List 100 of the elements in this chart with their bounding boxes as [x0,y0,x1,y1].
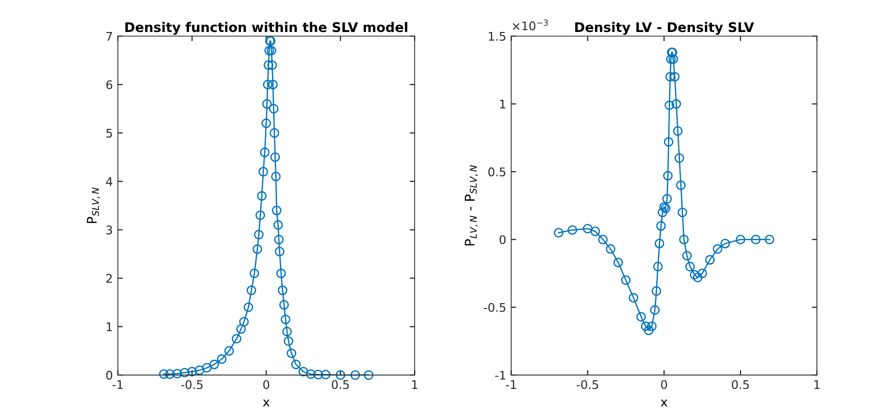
point [274,234,284,244]
point [662,194,672,204]
point [750,234,761,244]
point [264,46,274,56]
point [244,302,254,312]
point [187,366,197,376]
point [172,368,182,378]
point [628,292,638,303]
y-tick-label: -1 [495,370,506,380]
point [674,153,684,163]
point [224,346,234,356]
point [306,369,316,379]
chart-title: Density LV - Density SLV [575,22,754,35]
point [670,72,680,82]
point [640,321,651,332]
x-tick-label: 0.5 [732,380,749,390]
point [364,370,374,380]
point [264,60,274,70]
point [350,370,360,380]
point [554,228,564,238]
x-tick-label: -1 [112,380,123,389]
point [257,191,267,201]
y-tick-label: 5 [106,128,112,138]
point [164,369,175,379]
point [202,363,212,373]
point [682,250,692,261]
point [320,370,330,380]
point [274,246,284,256]
point [644,326,654,336]
x-tick-label: -0.5 [181,380,203,390]
point [590,226,600,236]
y-axis-title: P$_{SLV,N}$ [86,188,100,224]
point [764,234,774,244]
point [159,369,169,379]
point [279,300,289,310]
point [647,321,657,332]
y-tick-label: 1.5 [488,32,506,41]
point [267,60,277,70]
x-tick-label: 0 [661,380,668,390]
y-tick-label: 4 [106,177,112,186]
y-tick-label: 7 [106,32,112,41]
point [313,370,323,380]
y-tick-label: -0.5 [484,302,506,312]
point [621,275,631,285]
x-tick-label: 1 [814,380,820,389]
point [260,148,270,158]
point [606,244,616,254]
x-tick-label: 1 [412,380,418,389]
point [250,268,260,278]
point [254,230,264,240]
point [653,262,663,272]
y-tick-label: 0.5 [488,167,506,176]
point [246,286,256,296]
y-tick-label: 1 [106,322,112,332]
point [256,210,266,220]
point [336,370,346,380]
point [664,100,674,110]
point [239,317,249,327]
point [270,128,280,138]
point [736,234,746,244]
point [712,244,722,254]
point [268,80,278,90]
point [685,262,695,272]
point [270,152,280,162]
point [261,118,272,128]
point [278,286,288,296]
point [276,268,286,278]
point [665,72,675,82]
point [673,126,683,136]
y-tick-label: 3 [106,226,112,234]
point [284,336,294,346]
point [663,170,673,181]
y-tick-label: 0 [106,370,112,380]
point [298,366,308,376]
point [271,172,281,182]
point [650,305,660,315]
point [194,365,204,376]
point [679,234,689,244]
point [705,255,715,265]
point [262,99,272,109]
y-tick-label: 0 [500,235,506,244]
point [658,208,668,218]
point [272,206,282,216]
point [636,312,646,322]
point [180,368,190,378]
x-tick-label: 0.5 [332,380,349,390]
point [286,348,296,358]
point [258,166,268,176]
point [676,180,686,190]
point [568,225,578,235]
point [668,54,678,64]
point [692,272,702,282]
point [598,234,608,244]
y-tick-label: 2 [106,274,112,283]
x-axis-title: x [262,400,270,406]
x-tick-label: -1 [506,380,516,389]
y-tick-label: 6 [106,80,112,90]
point [216,354,227,364]
point [664,137,674,147]
point [654,238,664,248]
